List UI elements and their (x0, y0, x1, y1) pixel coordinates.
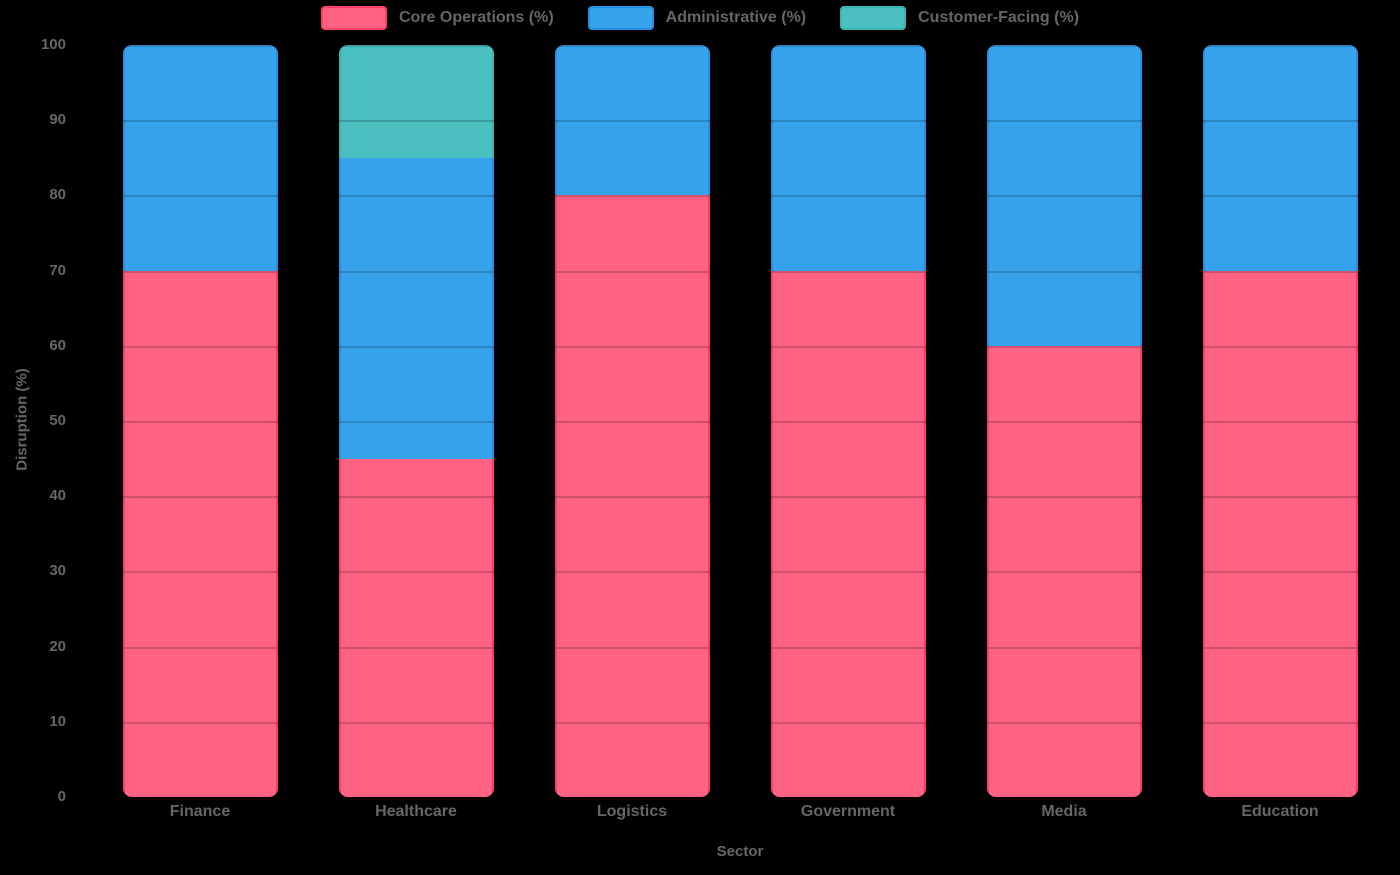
y-tick-label: 20 (49, 637, 66, 655)
legend-label: Core Operations (%) (398, 9, 554, 26)
gridlines-layer (92, 45, 1388, 797)
y-tick-label: 90 (49, 111, 66, 129)
legend-swatch-administrative (587, 6, 654, 30)
bar-segment-healthcare-administrative[interactable] (338, 157, 494, 459)
x-tick-label-education: Education (1241, 803, 1319, 820)
bar-logistics[interactable] (554, 45, 710, 797)
bar-segment-government-core-operations[interactable] (770, 270, 926, 797)
legend-swatch-core-operations (320, 6, 387, 30)
x-tick-label-logistics: Logistics (596, 803, 668, 820)
bar-segment-media-core-operations[interactable] (986, 345, 1142, 797)
bar-segment-education-core-operations[interactable] (1202, 270, 1358, 797)
gridline (92, 270, 1388, 273)
bar-segment-media-administrative[interactable] (986, 45, 1142, 346)
gridline (92, 120, 1388, 123)
gridline (92, 571, 1388, 574)
gridline (92, 421, 1388, 423)
bar-finance[interactable] (122, 45, 278, 797)
bar-segment-finance-administrative[interactable] (122, 45, 278, 271)
bar-segment-government-administrative[interactable] (770, 45, 926, 271)
bar-segment-logistics-core-operations[interactable] (554, 195, 710, 797)
gridline (92, 496, 1388, 499)
bar-segment-healthcare-customer-facing[interactable] (338, 45, 494, 158)
x-tick-label-government: Government (800, 803, 896, 820)
x-axis-ticks: Finance Healthcare Logistics Government Medi… (92, 803, 1388, 827)
legend-label: Administrative (%) (665, 9, 807, 26)
y-tick-label: 30 (49, 562, 66, 580)
y-axis-ticks: 0 10 20 30 40 50 60 70 80 90 100 (0, 36, 80, 805)
y-tick-label: 10 (49, 712, 66, 730)
y-tick-label: 80 (49, 186, 66, 204)
bar-media[interactable] (986, 45, 1142, 797)
gridline (92, 195, 1388, 198)
x-tick-label-media: Media (1041, 803, 1087, 820)
gridline (92, 646, 1388, 649)
bar-government[interactable] (770, 45, 926, 797)
x-axis-title: Sector (716, 843, 764, 860)
bar-segment-logistics-administrative[interactable] (554, 45, 710, 196)
y-tick-label: 40 (49, 487, 66, 505)
bar-segment-finance-core-operations[interactable] (122, 270, 278, 797)
legend-item-administrative[interactable]: Administrative (%) (587, 6, 807, 30)
legend-swatch-customer-facing (840, 6, 907, 30)
x-tick-label-finance: Finance (169, 803, 231, 820)
gridline (92, 345, 1388, 348)
legend: Core Operations (%) Administrative (%) Cus… (0, 6, 1400, 30)
x-tick-label-healthcare: Healthcare (375, 803, 457, 820)
y-tick-label: 70 (49, 261, 66, 279)
gridline (92, 721, 1388, 724)
bar-segment-education-administrative[interactable] (1202, 45, 1358, 271)
gridline (92, 45, 1388, 47)
bar-education[interactable] (1202, 45, 1358, 797)
y-tick-label: 0 (57, 788, 66, 805)
y-tick-label: 50 (49, 412, 66, 429)
legend-item-customer-facing[interactable]: Customer-Facing (%) (840, 6, 1079, 30)
bar-healthcare[interactable] (338, 45, 494, 797)
y-tick-label: 100 (40, 36, 66, 53)
plot-area (92, 45, 1388, 797)
bar-segment-healthcare-core-operations[interactable] (338, 458, 494, 797)
legend-item-core-operations[interactable]: Core Operations (%) (320, 6, 554, 30)
y-tick-label: 60 (49, 336, 66, 354)
legend-label: Customer-Facing (%) (918, 9, 1080, 26)
